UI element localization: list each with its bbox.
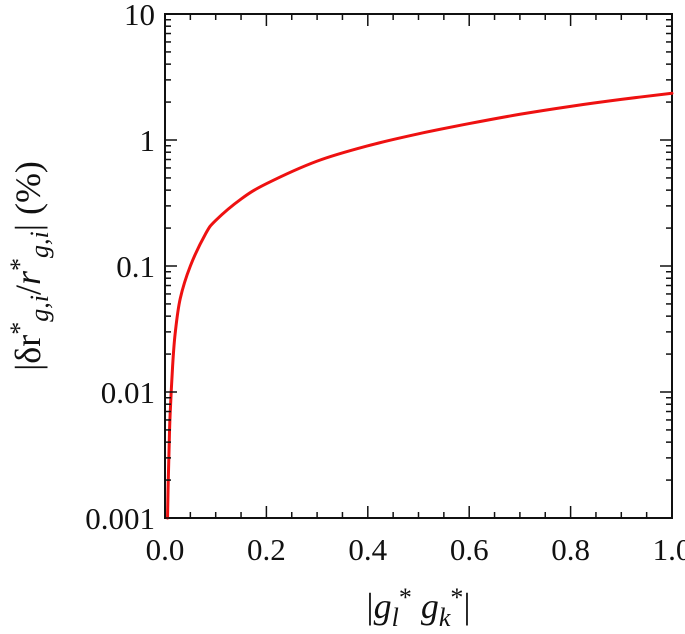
y-tick-label: 0.01 xyxy=(101,375,155,410)
y-tick-label: 0.1 xyxy=(116,249,155,284)
plot-area xyxy=(164,13,673,519)
x-tick-label: 1.0 xyxy=(653,532,685,567)
x-tick-label: 0.0 xyxy=(146,532,185,567)
x-tick-label: 0.2 xyxy=(247,532,286,567)
tick-labels: 0.0 0.2 0.4 0.6 0.8 1.0 0.001 0.01 0.1 1 10 xyxy=(85,0,685,567)
plot-frame xyxy=(164,13,673,519)
y-tick-label: 0.001 xyxy=(85,501,155,536)
y-tick-label: 1 xyxy=(140,123,156,158)
y-tick-label: 10 xyxy=(124,0,155,32)
x-tick-label: 0.4 xyxy=(348,532,387,567)
y-axis-label: |δr*g,i/r*g,i| (%) xyxy=(5,161,53,371)
series-line xyxy=(166,91,674,520)
ticks xyxy=(164,13,673,519)
x-tick-label: 0.6 xyxy=(450,532,489,567)
x-tick-label: 0.8 xyxy=(551,532,590,567)
x-axis-label: |gl* gk*| xyxy=(366,583,470,631)
